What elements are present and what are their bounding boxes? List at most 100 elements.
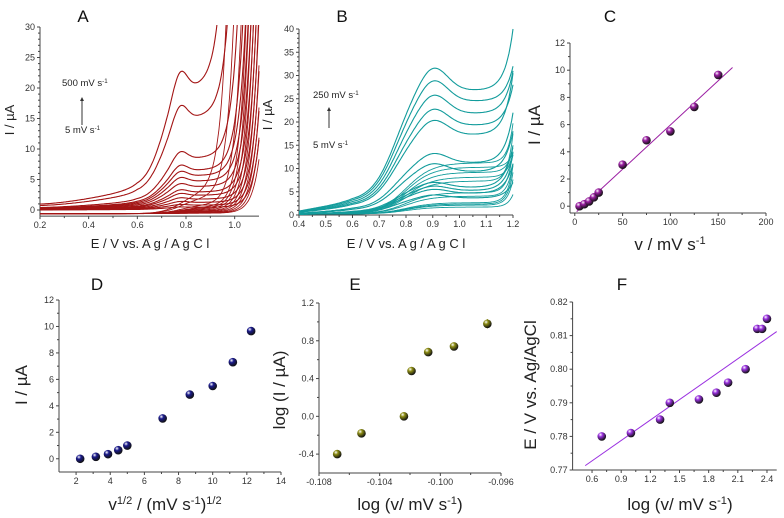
- x-tick-label: 0.9: [615, 474, 628, 484]
- y-tick-label: 6: [560, 120, 565, 130]
- label-part: I / µA: [525, 104, 544, 145]
- cv-curve-forward-scan: [40, 71, 260, 211]
- x-tick-label: 0.9: [426, 219, 439, 229]
- x-axis-label: v / mV s-1: [634, 235, 705, 254]
- y-tick-label: 0: [560, 201, 565, 211]
- y-tick-label: 15: [25, 114, 35, 124]
- y-tick-label: 0.4: [301, 374, 314, 384]
- data-point: [723, 378, 733, 387]
- superscript: -1: [102, 78, 108, 85]
- label-part: v / mV s: [634, 235, 695, 254]
- x-tick-label: 2.1: [732, 474, 745, 484]
- y-axis-label: I / µA: [260, 99, 275, 130]
- x-tick-label: 12: [242, 476, 252, 486]
- label-part: ): [457, 495, 463, 514]
- data-point: [449, 342, 459, 351]
- cv-curve-forward-scan: [299, 70, 514, 213]
- data-point: [665, 398, 675, 408]
- y-tick-label: 10: [284, 164, 294, 174]
- panel-letter: E: [349, 275, 360, 294]
- data-point: [694, 395, 704, 404]
- data-point: [642, 135, 651, 145]
- y-tick-label: -0.4: [298, 449, 314, 459]
- x-tick-label: 1.0: [228, 220, 241, 230]
- y-tick-label: 20: [25, 83, 35, 93]
- cv-curve-reverse-scan: [299, 123, 514, 215]
- y-tick-label: 25: [284, 94, 294, 104]
- x-tick-label: 1.2: [644, 474, 657, 484]
- x-tick-label: 4: [108, 476, 113, 486]
- panel-letter: C: [604, 7, 616, 26]
- superscript: -1: [447, 495, 457, 507]
- y-axis-label: log (I / µA): [270, 351, 289, 430]
- label-part: 500 mV s: [62, 78, 102, 89]
- y-axis-label: I / µA: [525, 104, 544, 145]
- data-point: [407, 366, 416, 376]
- data-point: [626, 428, 636, 438]
- annotation-lower-scan-rate: 5 mV s-1: [313, 140, 349, 152]
- x-tick-label: 1.2: [507, 219, 520, 229]
- x-tick-label: 0.4: [82, 220, 95, 230]
- cv-curve-forward-scan: [299, 112, 514, 214]
- x-tick-label: 0.5: [319, 219, 332, 229]
- cv-curve-forward-scan: [40, 25, 218, 205]
- superscript: -1: [696, 235, 706, 247]
- x-tick-label: 0: [572, 217, 577, 227]
- x-axis-label: log (v/ mV s-1): [627, 495, 732, 514]
- data-point: [103, 449, 113, 459]
- x-tick-label: 10: [208, 476, 218, 486]
- plot-area: [576, 67, 733, 213]
- y-tick-label: 35: [284, 47, 294, 57]
- x-tick-label: 2: [74, 476, 79, 486]
- plot-area: [584, 331, 777, 467]
- panel-e: E -0.108 -0.104 -0.100 -0.096 -0.4 0.0 0.4 0.8 1.…: [270, 275, 514, 514]
- plot-area: [40, 25, 260, 215]
- x-tick-label: 0.6: [346, 219, 359, 229]
- data-point: [423, 347, 433, 357]
- data-point: [483, 319, 492, 329]
- y-tick-label: 30: [25, 22, 35, 32]
- data-point: [158, 414, 167, 423]
- cv-curve-reverse-scan: [40, 159, 260, 215]
- x-tick-label: 0.7: [373, 219, 386, 229]
- linear-fit-line: [584, 331, 777, 467]
- label-part: 5 mV s: [65, 125, 95, 136]
- superscript: -1: [95, 125, 101, 132]
- label-part: I / µA: [2, 104, 17, 135]
- cv-curve-forward-scan: [299, 66, 514, 212]
- data-point: [399, 412, 409, 421]
- annotation-upper-scan-rate: 500 mV s-1: [62, 78, 108, 90]
- y-tick-label: 0.79: [550, 398, 568, 408]
- data-point: [618, 160, 627, 170]
- x-tick-label: 8: [176, 476, 181, 486]
- data-point: [91, 452, 101, 462]
- y-tick-label: 10: [555, 65, 565, 75]
- data-point: [666, 127, 675, 136]
- x-axis-label: v1/2 / (mV s-1)1/2: [108, 495, 221, 514]
- y-tick-label: 5: [30, 175, 35, 185]
- y-tick-label: 6: [49, 374, 54, 384]
- y-tick-label: 8: [49, 348, 54, 358]
- cv-curve-forward-scan: [299, 131, 514, 215]
- x-tick-label: 14: [276, 476, 286, 486]
- panel-b: B 0.4 0.5 0.6 0.7 0.8 0.9 1.0 1.1 1.2 0 5 10 15 20 25 30…: [260, 7, 519, 251]
- y-tick-label: 4: [49, 401, 54, 411]
- x-tick-label: 0.4: [293, 219, 306, 229]
- x-tick-label: -0.104: [367, 477, 393, 487]
- y-tick-label: 12: [44, 295, 54, 305]
- label-part: / (mV s: [132, 495, 191, 514]
- data-point: [357, 429, 366, 438]
- data-point: [332, 449, 342, 459]
- x-tick-label: 1.1: [480, 219, 493, 229]
- y-tick-label: 2: [49, 427, 54, 437]
- label-part: log (v/ mV s: [357, 495, 447, 514]
- arrow-up-icon: [80, 97, 84, 101]
- data-point: [757, 324, 767, 334]
- y-tick-label: 10: [44, 321, 54, 331]
- y-axis-label: I / µA: [2, 104, 17, 135]
- data-point: [75, 454, 85, 464]
- y-tick-label: 2: [560, 174, 565, 184]
- y-tick-label: 30: [284, 71, 294, 81]
- data-point: [689, 102, 699, 112]
- x-tick-label: 1.5: [673, 474, 686, 484]
